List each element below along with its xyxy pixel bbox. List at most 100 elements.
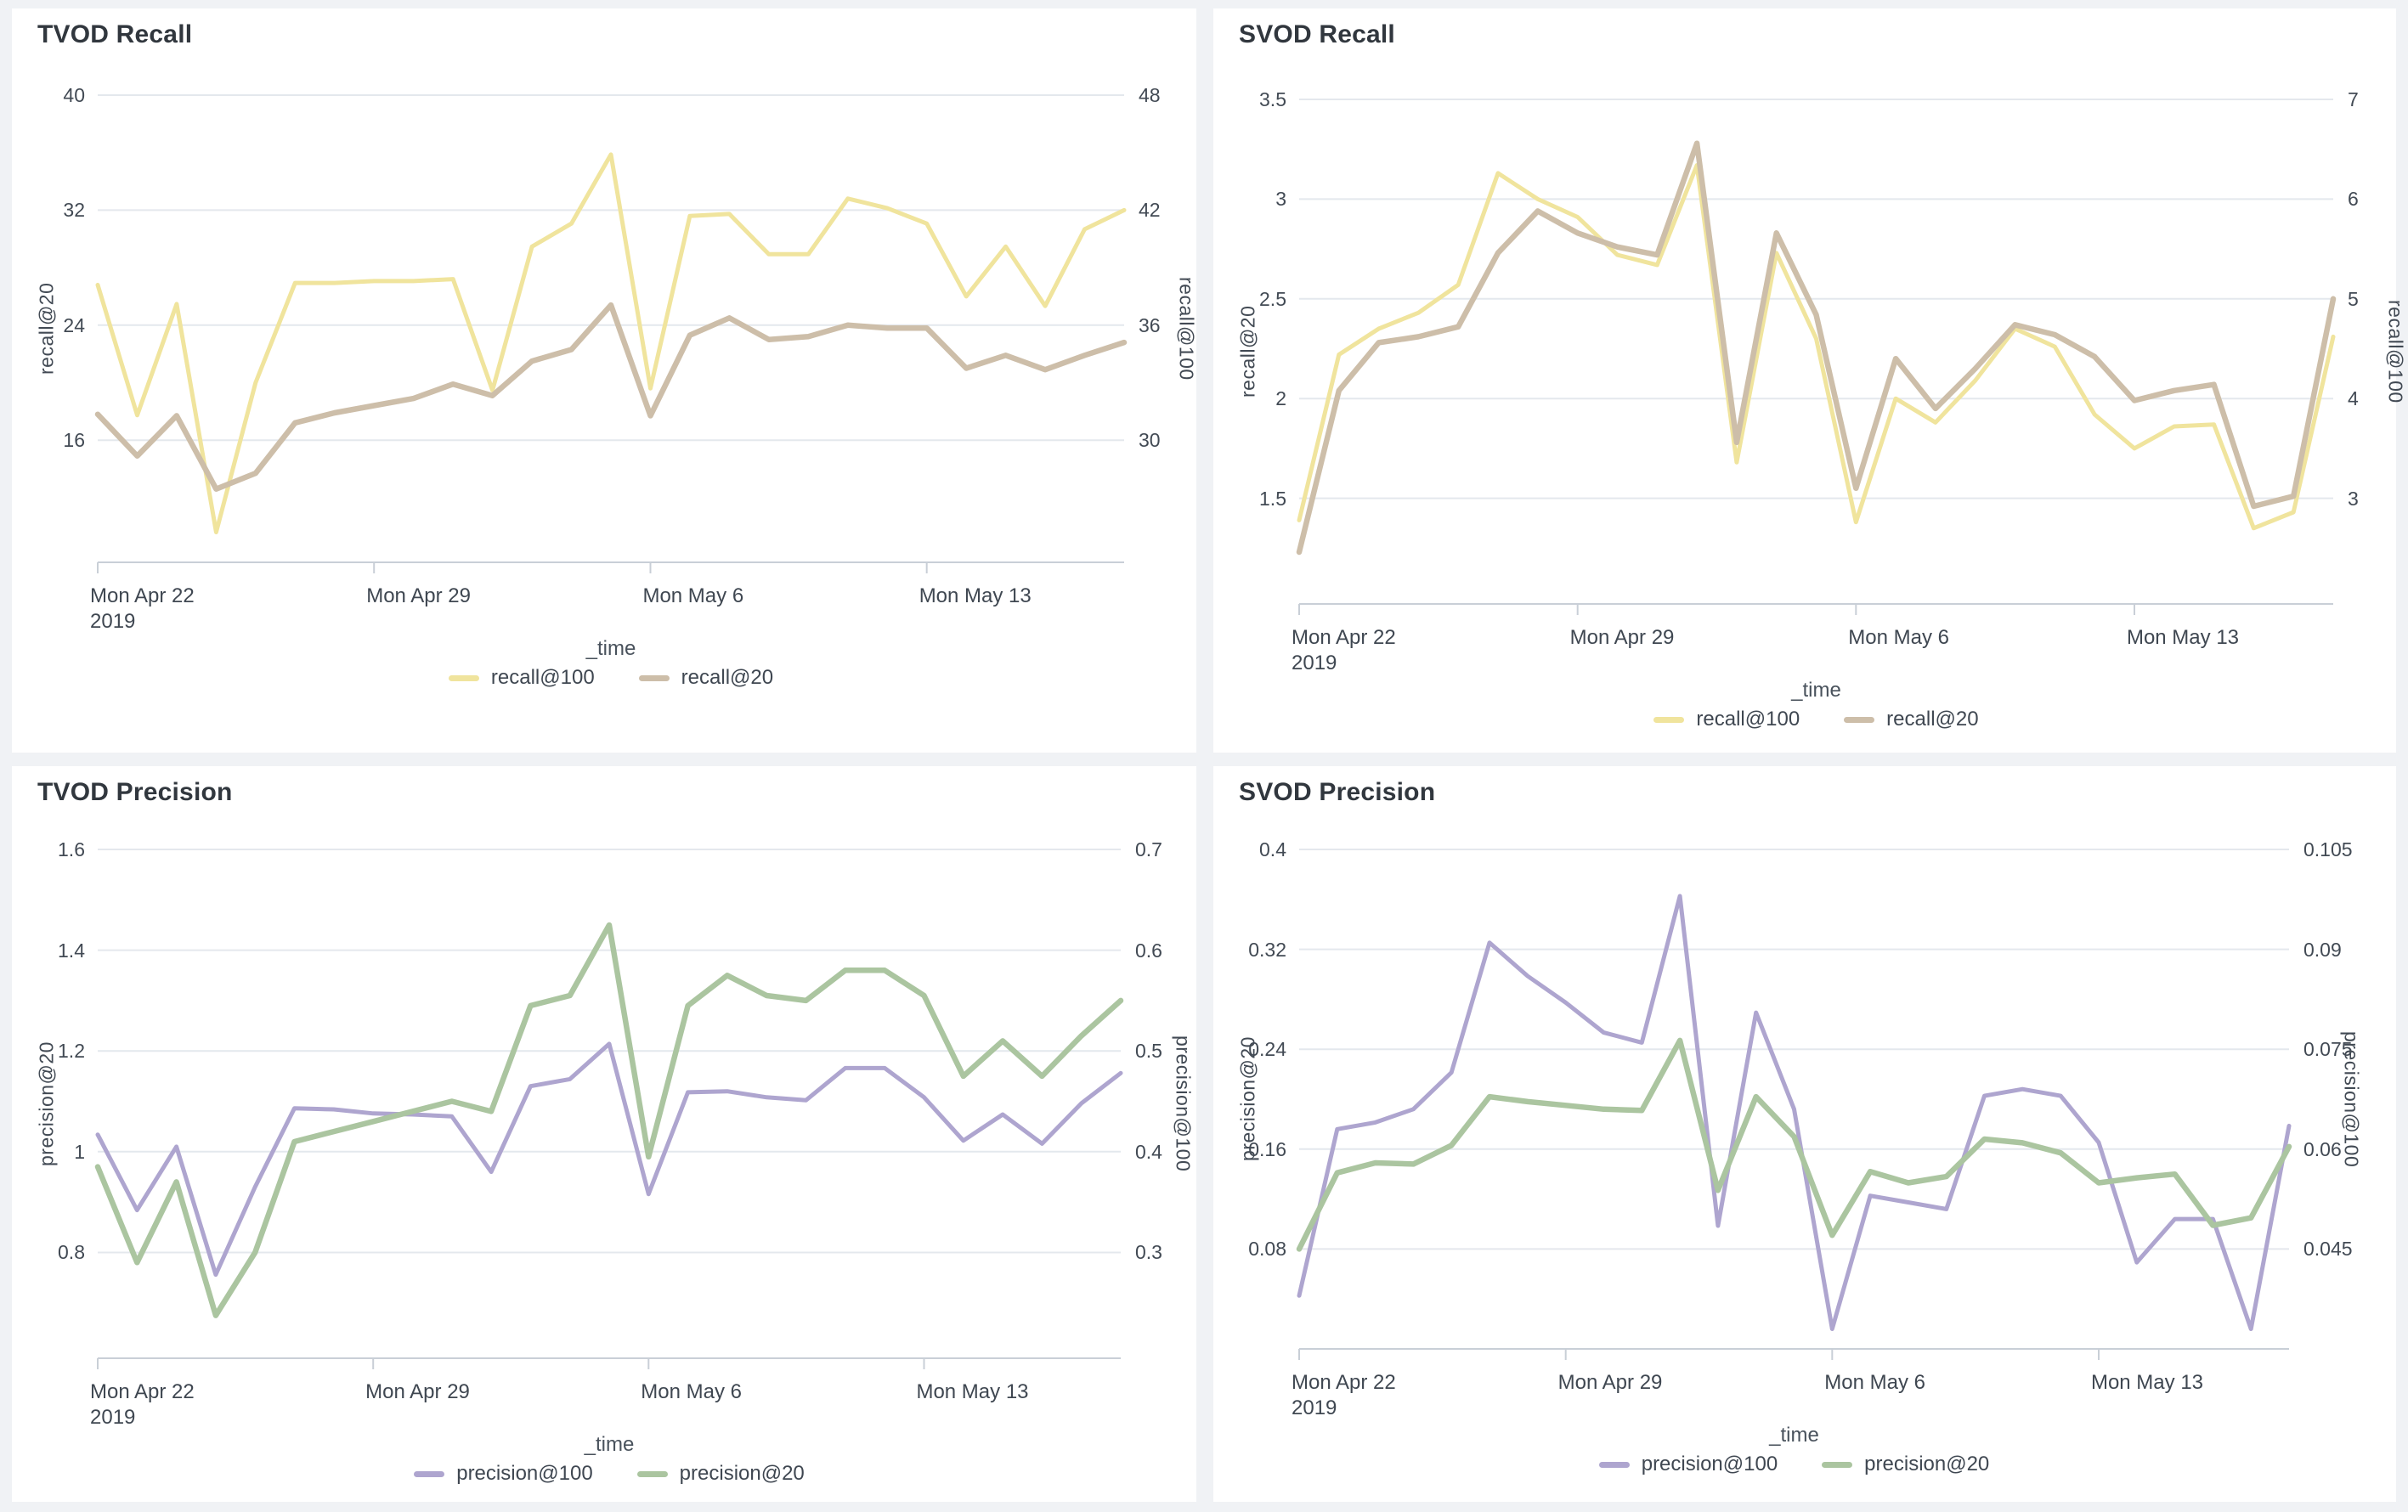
y-tick-label-left: 24: [63, 313, 85, 336]
chart-plot-area[interactable]: [1213, 8, 2396, 753]
series-line-recall@100[interactable]: [95, 152, 1127, 534]
chart-legend: precision@100 precision@20: [1299, 1453, 2289, 1476]
legend-label: precision@20: [1864, 1453, 1990, 1475]
x-tick-label: Mon May 13: [916, 1380, 1029, 1403]
legend-label: precision@100: [456, 1462, 593, 1485]
legend-item[interactable]: recall@20: [1844, 708, 1979, 731]
legend-item[interactable]: precision@100: [1598, 1453, 1778, 1476]
legend-swatch-recall@20: [638, 674, 670, 681]
series-line-recall@20[interactable]: [1296, 140, 2337, 556]
y-tick-label-right: 0.075: [2303, 1038, 2353, 1061]
series-line-precision@20[interactable]: [1296, 1037, 2292, 1252]
legend-label: recall@20: [1886, 708, 1979, 731]
legend-swatch-recall@20: [1844, 716, 1875, 723]
chart-legend: recall@100 recall@20: [98, 666, 1124, 690]
y-tick-label-left: 0.24: [1248, 1038, 1286, 1061]
y-tick-label-right: 36: [1139, 313, 1161, 336]
series-line-precision@20[interactable]: [94, 922, 1124, 1318]
chart-plot-area[interactable]: [1213, 766, 2396, 1502]
legend-swatch-precision@20: [636, 1470, 668, 1477]
x-tick-label: Mon Apr 22: [1292, 1371, 1396, 1394]
x-tick-label: Mon May 6: [642, 584, 744, 607]
chart-legend: recall@100 recall@20: [1299, 708, 2333, 731]
y-tick-label-left: 1.5: [1259, 487, 1286, 510]
x-tick-year-label: 2019: [90, 1406, 136, 1429]
y-axis-title-left: recall@20: [1236, 305, 1259, 398]
chart-title: SVOD Precision: [1239, 778, 1436, 806]
y-tick-label-left: 2: [1275, 387, 1286, 410]
y-tick-label-left: 0.4: [1259, 838, 1286, 860]
legend-label: recall@100: [1696, 708, 1800, 731]
y-axis-title-right: recall@100: [1175, 277, 1198, 381]
legend-item[interactable]: recall@20: [638, 666, 774, 690]
chart-svod-recall: 1.5 3 2 4 2.5 5 3 6 3.5 7 Mon Apr 22 2019 Mon Apr 29…: [1213, 8, 2407, 753]
chart-svod-precision: 0.08 0.045 0.16 0.06 0.24 0.075 0.32 0.09 0.4 0.1…: [1213, 766, 2396, 1502]
y-axis-title-left: precision@20: [35, 1041, 58, 1166]
x-tick-year-label: 2019: [1292, 1396, 1337, 1419]
y-tick-label-right: 4: [2348, 387, 2359, 410]
x-axis-title: _time: [1769, 1424, 1819, 1447]
y-tick-label-right: 0.09: [2303, 938, 2342, 961]
panel-svod-recall: SVOD Recall 1.5 3 2 4 2.5 5 3 6 3.5 7 Mon Apr 22 20…: [1213, 8, 2407, 753]
x-tick-year-label: 2019: [90, 610, 136, 633]
panel-svod-precision: SVOD Precision 0.08 0.045 0.16 0.06 0.24 0.07…: [1213, 766, 2396, 1502]
y-tick-label-left: 0.08: [1248, 1238, 1286, 1261]
legend-item[interactable]: recall@100: [1653, 708, 1800, 731]
y-axis-title-left: precision@20: [1236, 1036, 1259, 1162]
x-tick-label: Mon May 13: [2126, 626, 2240, 649]
legend-label: recall@100: [490, 666, 595, 689]
x-tick-label: Mon Apr 29: [1557, 1371, 1663, 1394]
chart-plot-area[interactable]: [12, 8, 1196, 753]
y-tick-label-left: 1.6: [58, 838, 85, 860]
y-tick-label-right: 0.4: [1135, 1140, 1162, 1163]
legend-label: precision@20: [679, 1462, 805, 1485]
x-axis-title: _time: [1791, 679, 1841, 702]
legend-swatch-precision@100: [414, 1470, 445, 1477]
chart-tvod-recall: 16 30 24 36 32 42 40 48 Mon Apr 22 2019 Mon Apr 29…: [12, 8, 1198, 753]
series-line-recall@20[interactable]: [94, 302, 1128, 492]
y-tick-label-right: 0.7: [1135, 838, 1162, 860]
x-tick-label: Mon May 6: [1848, 626, 1950, 649]
y-tick-label-left: 40: [63, 84, 85, 106]
chart-title: SVOD Recall: [1239, 20, 1395, 48]
y-tick-label-left: 0.16: [1248, 1137, 1286, 1160]
y-tick-label-right: 5: [2348, 287, 2359, 310]
legend-item[interactable]: precision@20: [636, 1462, 805, 1486]
y-tick-label-right: 30: [1139, 429, 1161, 452]
y-tick-label-right: 0.105: [2303, 838, 2353, 860]
chart-legend: precision@100 precision@20: [98, 1462, 1121, 1486]
y-tick-label-left: 3: [1275, 188, 1286, 211]
chart-plot-area[interactable]: [12, 766, 1196, 1502]
y-tick-label-left: 0.8: [58, 1241, 85, 1264]
y-tick-label-right: 0.045: [2303, 1238, 2353, 1261]
series-line-precision@100[interactable]: [95, 1041, 1123, 1278]
x-tick-label: Mon Apr 22: [90, 1380, 195, 1403]
legend-swatch-precision@20: [1822, 1461, 1853, 1468]
y-axis-title-right: precision@100: [2340, 1030, 2363, 1168]
series-line-precision@100[interactable]: [1297, 894, 2292, 1331]
legend-swatch-recall@100: [1653, 716, 1685, 723]
y-tick-label-left: 2.5: [1259, 287, 1286, 310]
y-tick-label-left: 32: [63, 199, 85, 222]
x-axis-title: _time: [585, 637, 636, 660]
y-tick-label-left: 1.4: [58, 939, 85, 962]
x-tick-label: Mon Apr 29: [366, 584, 471, 607]
series-line-recall@100[interactable]: [1297, 163, 2336, 531]
legend-item[interactable]: precision@20: [1822, 1453, 1989, 1476]
y-tick-label-left: 0.32: [1248, 938, 1286, 961]
x-tick-label: Mon May 6: [1824, 1371, 1926, 1394]
y-tick-label-right: 0.06: [2303, 1137, 2342, 1160]
legend-item[interactable]: recall@100: [448, 666, 595, 690]
legend-item[interactable]: precision@100: [414, 1462, 593, 1486]
chart-tvod-precision: 0.8 0.3 1 0.4 1.2 0.5 1.4 0.6 1.6 0.7 Mon Apr 22 20…: [12, 766, 1196, 1502]
panel-tvod-precision: TVOD Precision 0.8 0.3 1 0.4 1.2 0.5 1.4 0.6 1.6…: [12, 766, 1196, 1502]
y-tick-label-right: 42: [1139, 199, 1161, 222]
y-axis-title-right: recall@100: [2384, 300, 2407, 403]
y-tick-label-right: 0.6: [1135, 939, 1162, 962]
panel-tvod-recall: TVOD Recall 16 30 24 36 32 42 40 48 Mon Apr 22 20…: [12, 8, 1198, 753]
legend-label: recall@20: [681, 666, 774, 689]
x-tick-label: Mon Apr 22: [1292, 626, 1396, 649]
x-tick-label: Mon May 13: [2090, 1371, 2204, 1394]
y-tick-label-right: 48: [1139, 84, 1161, 106]
chart-title: TVOD Recall: [37, 20, 193, 48]
